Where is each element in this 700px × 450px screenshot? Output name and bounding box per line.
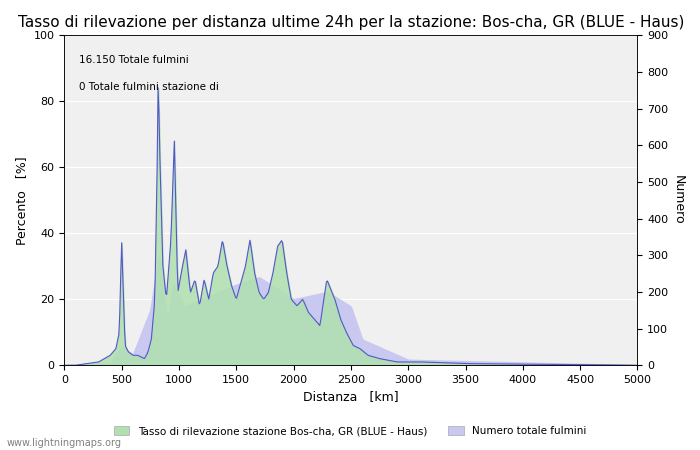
Legend: Tasso di rilevazione stazione Bos-cha, GR (BLUE - Haus), Numero totale fulmini: Tasso di rilevazione stazione Bos-cha, G… bbox=[110, 422, 590, 440]
Text: 0 Totale fulmini stazione di: 0 Totale fulmini stazione di bbox=[78, 81, 218, 91]
Y-axis label: Numero: Numero bbox=[672, 176, 685, 225]
X-axis label: Distanza   [km]: Distanza [km] bbox=[303, 391, 399, 404]
Title: Tasso di rilevazione per distanza ultime 24h per la stazione: Bos-cha, GR (BLUE : Tasso di rilevazione per distanza ultime… bbox=[18, 15, 684, 30]
Y-axis label: Percento   [%]: Percento [%] bbox=[15, 156, 28, 245]
Text: 16.150 Totale fulmini: 16.150 Totale fulmini bbox=[78, 55, 188, 65]
Text: www.lightningmaps.org: www.lightningmaps.org bbox=[7, 438, 122, 448]
